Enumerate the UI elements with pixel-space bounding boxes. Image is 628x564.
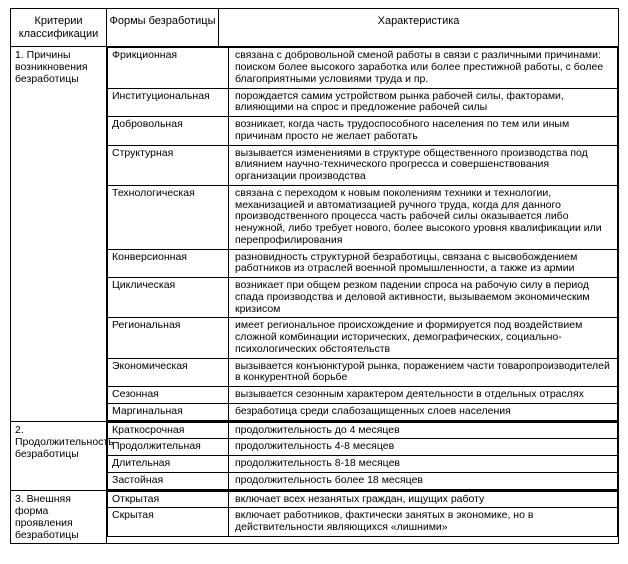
form-characteristic: разновидность структурной безработицы, с… (229, 249, 618, 278)
criteria-row: 3. Внешняя форма проявления безработицы О… (11, 490, 619, 543)
form-row: Краткосрочнаяпродолжительность до 4 меся… (108, 422, 618, 439)
form-row: Скрытаявключает работников, фактически з… (108, 508, 618, 537)
form-name: Экономическая (108, 358, 229, 387)
form-row: Сезоннаявызывается сезонным характером д… (108, 387, 618, 404)
form-name: Маргинальная (108, 403, 229, 420)
header-characteristic: Характеристика (219, 9, 619, 47)
criteria-label-cell: 2. Продолжительность безработицы (11, 421, 107, 490)
form-name: Длительная (108, 456, 229, 473)
forms-inner-table: Краткосрочнаяпродолжительность до 4 меся… (107, 422, 618, 490)
form-characteristic: связана с переходом к новым поколениям т… (229, 185, 618, 249)
form-name: Скрытая (108, 508, 229, 537)
table-body: 1. Причины возникновения безработицыФрик… (11, 47, 619, 544)
form-row: Технологическаясвязана с переходом к нов… (108, 185, 618, 249)
form-row: Открытаявключает всех незанятых граждан,… (108, 491, 618, 508)
form-characteristic: продолжительность 4-8 месяцев (229, 439, 618, 456)
form-name: Добровольная (108, 117, 229, 146)
form-row: Циклическаявозникает при общем резком па… (108, 278, 618, 318)
criteria-label: 1. Причины возникновения безработицы (15, 49, 102, 85)
header-forms: Формы безработицы (107, 9, 219, 47)
criteria-label: 3. Внешняя форма проявления безработицы (15, 493, 102, 541)
form-characteristic: включает работников, фактически занятых … (229, 508, 618, 537)
form-name: Структурная (108, 145, 229, 185)
form-row: Застойнаяпродолжительность более 18 меся… (108, 472, 618, 489)
forms-and-characteristics-cell: Открытаявключает всех незанятых граждан,… (107, 490, 619, 543)
form-row: Добровольнаявозникает, когда часть трудо… (108, 117, 618, 146)
form-row: Конверсионнаяразновидность структурной б… (108, 249, 618, 278)
form-characteristic: возникает при общем резком падении спрос… (229, 278, 618, 318)
form-characteristic: связана с добровольной сменой работы в с… (229, 48, 618, 88)
form-name: Институциональная (108, 88, 229, 117)
classification-table: Критерии классификации Формы безработицы… (10, 8, 619, 544)
form-name: Технологическая (108, 185, 229, 249)
forms-inner-table: Открытаявключает всех незанятых граждан,… (107, 491, 618, 537)
form-characteristic: включает всех незанятых граждан, ищущих … (229, 491, 618, 508)
form-name: Циклическая (108, 278, 229, 318)
form-row: Фрикционнаясвязана с добровольной сменой… (108, 48, 618, 88)
form-characteristic: продолжительность до 4 месяцев (229, 422, 618, 439)
form-characteristic: вызывается сезонным характером деятельно… (229, 387, 618, 404)
form-name: Открытая (108, 491, 229, 508)
form-row: Структурнаявызывается изменениями в стру… (108, 145, 618, 185)
form-row: Экономическаявызывается конъюнктурой рын… (108, 358, 618, 387)
form-row: Институциональнаяпорождается самим устро… (108, 88, 618, 117)
forms-and-characteristics-cell: Краткосрочнаяпродолжительность до 4 меся… (107, 421, 619, 490)
criteria-label-cell: 3. Внешняя форма проявления безработицы (11, 490, 107, 543)
criteria-row: 1. Причины возникновения безработицыФрик… (11, 47, 619, 421)
form-characteristic: вызывается конъюнктурой рынка, поражение… (229, 358, 618, 387)
form-name: Сезонная (108, 387, 229, 404)
forms-inner-table: Фрикционнаясвязана с добровольной сменой… (107, 47, 618, 420)
forms-and-characteristics-cell: Фрикционнаясвязана с добровольной сменой… (107, 47, 619, 421)
form-row: Длительнаяпродолжительность 8-18 месяцев (108, 456, 618, 473)
form-name: Конверсионная (108, 249, 229, 278)
form-name: Краткосрочная (108, 422, 229, 439)
form-characteristic: безработица среди слабозащищенных слоев … (229, 403, 618, 420)
form-characteristic: продолжительность 8-18 месяцев (229, 456, 618, 473)
criteria-row: 2. Продолжительность безработицы Краткоср… (11, 421, 619, 490)
table-header-row: Критерии классификации Формы безработицы… (11, 9, 619, 47)
criteria-label: 2. Продолжительность безработицы (15, 424, 102, 460)
page: { "headers": { "col1": "Критерии классиф… (0, 0, 628, 564)
form-name: Застойная (108, 472, 229, 489)
form-name: Продолжительная (108, 439, 229, 456)
form-characteristic: возникает, когда часть трудоспособного н… (229, 117, 618, 146)
header-criteria: Критерии классификации (11, 9, 107, 47)
form-name: Фрикционная (108, 48, 229, 88)
form-characteristic: имеет региональное происхождение и форми… (229, 318, 618, 358)
form-characteristic: вызывается изменениями в структуре общес… (229, 145, 618, 185)
form-row: Региональнаяимеет региональное происхожд… (108, 318, 618, 358)
form-characteristic: продолжительность более 18 месяцев (229, 472, 618, 489)
form-characteristic: порождается самим устройством рынка рабо… (229, 88, 618, 117)
form-name: Региональная (108, 318, 229, 358)
form-row: Продолжительнаяпродолжительность 4-8 мес… (108, 439, 618, 456)
form-row: Маргинальнаябезработица среди слабозащищ… (108, 403, 618, 420)
criteria-label-cell: 1. Причины возникновения безработицы (11, 47, 107, 421)
